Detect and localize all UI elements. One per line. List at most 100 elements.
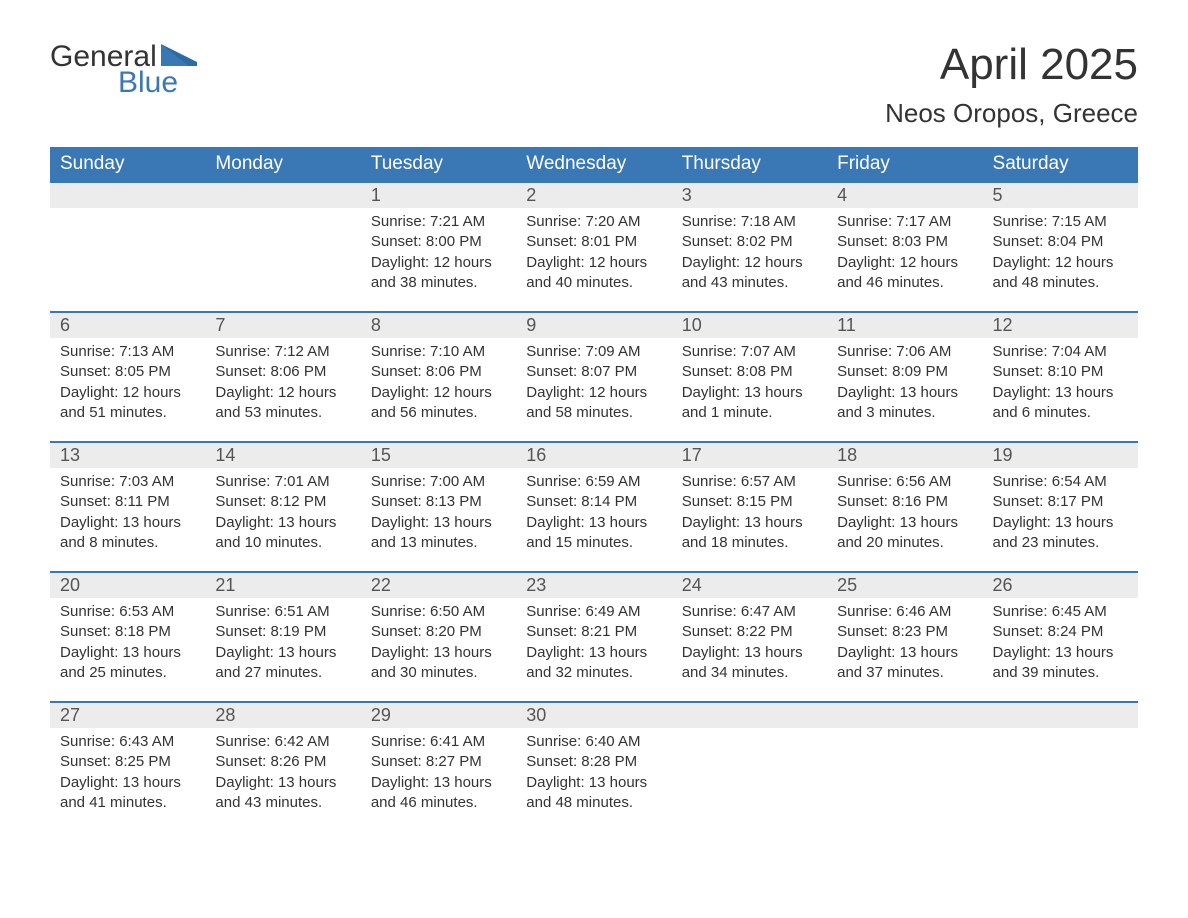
calendar-day-cell: 17Sunrise: 6:57 AMSunset: 8:15 PMDayligh… bbox=[672, 442, 827, 572]
day-sunset: Sunset: 8:25 PM bbox=[60, 752, 195, 772]
day-sunrise: Sunrise: 6:45 AM bbox=[993, 602, 1128, 622]
day-number: 18 bbox=[827, 443, 982, 468]
day-number-empty bbox=[50, 183, 205, 208]
calendar-day-cell: 30Sunrise: 6:40 AMSunset: 8:28 PMDayligh… bbox=[516, 702, 671, 832]
calendar-day-cell: 16Sunrise: 6:59 AMSunset: 8:14 PMDayligh… bbox=[516, 442, 671, 572]
day-number-empty bbox=[205, 183, 360, 208]
day-body: Sunrise: 6:46 AMSunset: 8:23 PMDaylight:… bbox=[827, 598, 982, 693]
day-number: 25 bbox=[827, 573, 982, 598]
day-number: 22 bbox=[361, 573, 516, 598]
day-number: 16 bbox=[516, 443, 671, 468]
calendar-day-cell: 1Sunrise: 7:21 AMSunset: 8:00 PMDaylight… bbox=[361, 182, 516, 312]
day-daylight: Daylight: 13 hours and 30 minutes. bbox=[371, 643, 506, 684]
calendar-day-cell: 24Sunrise: 6:47 AMSunset: 8:22 PMDayligh… bbox=[672, 572, 827, 702]
calendar-day-cell: 14Sunrise: 7:01 AMSunset: 8:12 PMDayligh… bbox=[205, 442, 360, 572]
day-sunrise: Sunrise: 7:07 AM bbox=[682, 342, 817, 362]
calendar-day-cell: 12Sunrise: 7:04 AMSunset: 8:10 PMDayligh… bbox=[983, 312, 1138, 442]
calendar-day-cell: 3Sunrise: 7:18 AMSunset: 8:02 PMDaylight… bbox=[672, 182, 827, 312]
day-number: 14 bbox=[205, 443, 360, 468]
calendar-day-cell: 28Sunrise: 6:42 AMSunset: 8:26 PMDayligh… bbox=[205, 702, 360, 832]
day-sunset: Sunset: 8:20 PM bbox=[371, 622, 506, 642]
day-number: 8 bbox=[361, 313, 516, 338]
day-number: 2 bbox=[516, 183, 671, 208]
day-number: 11 bbox=[827, 313, 982, 338]
day-sunrise: Sunrise: 6:46 AM bbox=[837, 602, 972, 622]
day-daylight: Daylight: 13 hours and 34 minutes. bbox=[682, 643, 817, 684]
day-body: Sunrise: 6:57 AMSunset: 8:15 PMDaylight:… bbox=[672, 468, 827, 563]
day-body: Sunrise: 7:03 AMSunset: 8:11 PMDaylight:… bbox=[50, 468, 205, 563]
day-sunrise: Sunrise: 6:43 AM bbox=[60, 732, 195, 752]
day-sunrise: Sunrise: 7:12 AM bbox=[215, 342, 350, 362]
calendar-week-row: 6Sunrise: 7:13 AMSunset: 8:05 PMDaylight… bbox=[50, 312, 1138, 442]
day-number: 21 bbox=[205, 573, 360, 598]
day-number: 3 bbox=[672, 183, 827, 208]
day-number: 1 bbox=[361, 183, 516, 208]
calendar-week-row: 1Sunrise: 7:21 AMSunset: 8:00 PMDaylight… bbox=[50, 182, 1138, 312]
day-daylight: Daylight: 13 hours and 20 minutes. bbox=[837, 513, 972, 554]
day-sunset: Sunset: 8:28 PM bbox=[526, 752, 661, 772]
day-daylight: Daylight: 13 hours and 23 minutes. bbox=[993, 513, 1128, 554]
day-sunset: Sunset: 8:17 PM bbox=[993, 492, 1128, 512]
day-sunset: Sunset: 8:14 PM bbox=[526, 492, 661, 512]
day-number: 26 bbox=[983, 573, 1138, 598]
day-body: Sunrise: 6:59 AMSunset: 8:14 PMDaylight:… bbox=[516, 468, 671, 563]
calendar-body: 1Sunrise: 7:21 AMSunset: 8:00 PMDaylight… bbox=[50, 182, 1138, 832]
calendar-empty-cell bbox=[827, 702, 982, 832]
day-body: Sunrise: 7:12 AMSunset: 8:06 PMDaylight:… bbox=[205, 338, 360, 433]
day-body: Sunrise: 7:10 AMSunset: 8:06 PMDaylight:… bbox=[361, 338, 516, 433]
weekday-header: Saturday bbox=[983, 147, 1138, 182]
day-daylight: Daylight: 12 hours and 43 minutes. bbox=[682, 253, 817, 294]
day-sunrise: Sunrise: 7:01 AM bbox=[215, 472, 350, 492]
calendar-day-cell: 7Sunrise: 7:12 AMSunset: 8:06 PMDaylight… bbox=[205, 312, 360, 442]
day-sunset: Sunset: 8:24 PM bbox=[993, 622, 1128, 642]
day-number: 10 bbox=[672, 313, 827, 338]
day-body: Sunrise: 7:09 AMSunset: 8:07 PMDaylight:… bbox=[516, 338, 671, 433]
day-body: Sunrise: 6:50 AMSunset: 8:20 PMDaylight:… bbox=[361, 598, 516, 693]
day-daylight: Daylight: 13 hours and 15 minutes. bbox=[526, 513, 661, 554]
day-body: Sunrise: 7:00 AMSunset: 8:13 PMDaylight:… bbox=[361, 468, 516, 563]
day-sunset: Sunset: 8:07 PM bbox=[526, 362, 661, 382]
day-sunset: Sunset: 8:18 PM bbox=[60, 622, 195, 642]
day-daylight: Daylight: 13 hours and 32 minutes. bbox=[526, 643, 661, 684]
location-subtitle: Neos Oropos, Greece bbox=[885, 98, 1138, 129]
weekday-header: Friday bbox=[827, 147, 982, 182]
day-daylight: Daylight: 13 hours and 6 minutes. bbox=[993, 383, 1128, 424]
day-sunset: Sunset: 8:12 PM bbox=[215, 492, 350, 512]
day-number: 30 bbox=[516, 703, 671, 728]
day-daylight: Daylight: 13 hours and 3 minutes. bbox=[837, 383, 972, 424]
day-number: 15 bbox=[361, 443, 516, 468]
title-block: April 2025 Neos Oropos, Greece bbox=[885, 40, 1138, 129]
day-sunset: Sunset: 8:15 PM bbox=[682, 492, 817, 512]
day-sunrise: Sunrise: 7:21 AM bbox=[371, 212, 506, 232]
day-sunset: Sunset: 8:02 PM bbox=[682, 232, 817, 252]
day-sunset: Sunset: 8:23 PM bbox=[837, 622, 972, 642]
day-daylight: Daylight: 13 hours and 48 minutes. bbox=[526, 773, 661, 814]
calendar-day-cell: 5Sunrise: 7:15 AMSunset: 8:04 PMDaylight… bbox=[983, 182, 1138, 312]
day-sunrise: Sunrise: 6:47 AM bbox=[682, 602, 817, 622]
day-number: 19 bbox=[983, 443, 1138, 468]
day-number: 13 bbox=[50, 443, 205, 468]
calendar-empty-cell bbox=[50, 182, 205, 312]
day-sunrise: Sunrise: 6:50 AM bbox=[371, 602, 506, 622]
day-number: 12 bbox=[983, 313, 1138, 338]
day-sunrise: Sunrise: 7:09 AM bbox=[526, 342, 661, 362]
day-daylight: Daylight: 13 hours and 37 minutes. bbox=[837, 643, 972, 684]
day-body: Sunrise: 7:15 AMSunset: 8:04 PMDaylight:… bbox=[983, 208, 1138, 303]
day-daylight: Daylight: 13 hours and 25 minutes. bbox=[60, 643, 195, 684]
calendar-day-cell: 10Sunrise: 7:07 AMSunset: 8:08 PMDayligh… bbox=[672, 312, 827, 442]
weekday-header: Wednesday bbox=[516, 147, 671, 182]
weekday-header: Tuesday bbox=[361, 147, 516, 182]
day-body: Sunrise: 6:47 AMSunset: 8:22 PMDaylight:… bbox=[672, 598, 827, 693]
calendar-empty-cell bbox=[983, 702, 1138, 832]
day-body: Sunrise: 7:01 AMSunset: 8:12 PMDaylight:… bbox=[205, 468, 360, 563]
calendar-day-cell: 19Sunrise: 6:54 AMSunset: 8:17 PMDayligh… bbox=[983, 442, 1138, 572]
calendar-day-cell: 6Sunrise: 7:13 AMSunset: 8:05 PMDaylight… bbox=[50, 312, 205, 442]
weekday-row: SundayMondayTuesdayWednesdayThursdayFrid… bbox=[50, 147, 1138, 182]
day-daylight: Daylight: 13 hours and 41 minutes. bbox=[60, 773, 195, 814]
day-body: Sunrise: 7:20 AMSunset: 8:01 PMDaylight:… bbox=[516, 208, 671, 303]
calendar-day-cell: 29Sunrise: 6:41 AMSunset: 8:27 PMDayligh… bbox=[361, 702, 516, 832]
day-sunrise: Sunrise: 6:59 AM bbox=[526, 472, 661, 492]
calendar-week-row: 27Sunrise: 6:43 AMSunset: 8:25 PMDayligh… bbox=[50, 702, 1138, 832]
day-body: Sunrise: 6:40 AMSunset: 8:28 PMDaylight:… bbox=[516, 728, 671, 823]
day-number: 27 bbox=[50, 703, 205, 728]
